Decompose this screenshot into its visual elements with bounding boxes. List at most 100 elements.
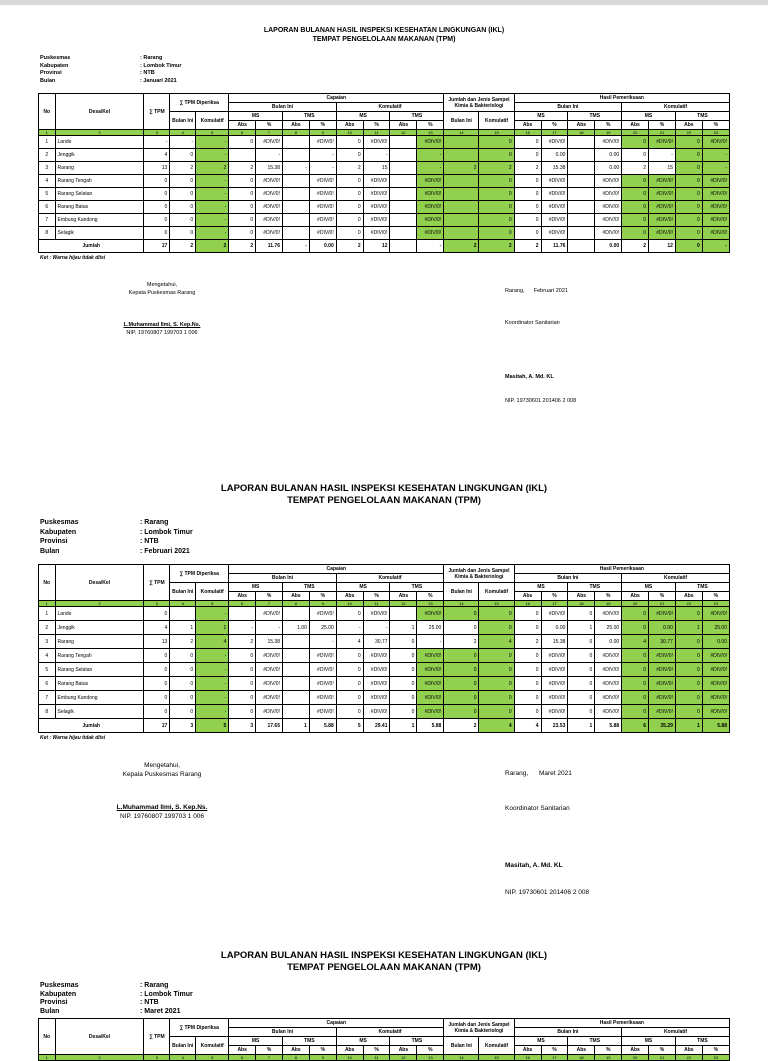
column-header: Hasil Pemeriksaan: [513, 1018, 731, 1028]
value-cell: 0.00: [308, 239, 337, 253]
column-index-cell: 5: [195, 1054, 230, 1061]
meta-value: : Rarang: [140, 519, 169, 526]
column-header: Abs: [567, 591, 596, 601]
value-cell: [389, 187, 418, 201]
column-header: Abs: [335, 591, 364, 601]
value-cell: -: [195, 662, 230, 677]
table-row: 1 Lando - - -0 #DIV/0! #DIV/0! 0 #DIV/0! #DIV/0! 0…: [38, 135, 731, 149]
column-header: Abs: [567, 120, 596, 130]
meta-row-bulan: Bulan: Maret 2021: [40, 1008, 768, 1017]
value-cell: [567, 226, 596, 240]
sign-left-line1: Mengetahui,: [146, 282, 178, 288]
column-index-row: 1 2 3 4 5 6 7 8 9 10 11 12 13 14 15 16 17 18 19 20 21 22 23: [38, 129, 731, 136]
value-cell: 0: [389, 704, 418, 719]
column-index-row: 1 2 3 4 5 6 7 8 9 10 11 12 13 14 15 16 17 18 19 20 21 22 23: [38, 600, 731, 607]
sign-right-role: Koordinator Sanitarian: [505, 320, 560, 326]
column-header: No: [38, 564, 56, 601]
signature-left: Mengetahui, Kepala Puskesmas Rarang L.Mu…: [92, 281, 232, 337]
total-row: Jumlah 17 2 2 2 11.76-0.00 2 12-2 2 2 11.76 0.00 2 12…: [37, 239, 731, 253]
value-cell: -: [195, 135, 230, 149]
report-maret: LAPORAN BULANAN HASIL INSPEKSI KESEHATAN…: [0, 950, 768, 1061]
value-cell: [567, 135, 596, 149]
value-cell: 0: [478, 648, 515, 663]
table-row: 4 Rarang Tengah 0 0-0 #DIV/0! #DIV/0! 0 #DIV/0!…: [38, 174, 731, 188]
column-header: Abs: [621, 120, 650, 130]
value-cell: 2: [478, 161, 515, 175]
desa-name-cell: Rarang Selatan: [54, 662, 145, 677]
value-cell: [389, 200, 418, 214]
value-cell: #DIV/0!: [540, 174, 569, 188]
value-cell: #DIV/0!: [416, 606, 445, 621]
value-cell: 0: [621, 676, 650, 691]
value-cell: #DIV/0!: [416, 213, 445, 227]
column-header: Komulatif: [478, 111, 515, 130]
value-cell: 0: [335, 226, 364, 240]
value-cell: #DIV/0!: [308, 174, 337, 188]
value-cell: 0: [621, 648, 650, 663]
value-cell: #DIV/0!: [701, 187, 731, 201]
value-cell: 0: [335, 648, 364, 663]
value-cell: 0: [478, 148, 515, 162]
value-cell: #DIV/0!: [308, 704, 337, 719]
value-cell: #DIV/0!: [648, 174, 676, 188]
value-cell: #DIV/0!: [701, 606, 731, 621]
meta-label: Kabupaten: [40, 990, 77, 998]
value-cell: 1.00: [281, 620, 310, 635]
desa-name-cell: Rarang Tengah: [54, 648, 145, 663]
value-cell: #DIV/0!: [701, 690, 731, 705]
table-row: 5 Rarang Selatan 0 0-0 #DIV/0! #DIV/0! 0 #DIV/0…: [38, 662, 731, 677]
table-note: Ket : Warna hijau tidak diisi: [40, 255, 106, 261]
value-cell: 0: [389, 690, 418, 705]
meta-label: Bulan: [40, 1007, 60, 1015]
value-cell: #DIV/0!: [362, 662, 391, 677]
value-cell: 15.38: [540, 161, 569, 175]
value-cell: #DIV/0!: [648, 606, 676, 621]
value-cell: -: [195, 200, 230, 214]
value-cell: 0: [513, 187, 542, 201]
column-header: %: [594, 120, 623, 130]
value-cell: 0: [143, 174, 171, 188]
value-cell: #DIV/0!: [540, 213, 569, 227]
report-title-line2: TEMPAT PENGELOLAAN MAKANAN (TPM): [287, 495, 481, 506]
value-cell: 0: [674, 226, 703, 240]
report-title: LAPORAN BULANAN HASIL INSPEKSI KESEHATAN…: [0, 950, 768, 974]
value-cell: #DIV/0!: [362, 648, 391, 663]
meta-value: : Januari 2021: [140, 77, 177, 84]
meta-label: Bulan: [40, 547, 60, 555]
value-cell: 0: [621, 148, 650, 162]
column-index-cell: 21: [648, 1054, 676, 1061]
value-cell: 0: [674, 662, 703, 677]
meta-label: Kabupaten: [40, 62, 69, 69]
value-cell: [281, 148, 310, 162]
value-cell: 2: [228, 634, 257, 649]
column-header: Abs: [513, 1045, 542, 1055]
value-cell: 2: [443, 239, 480, 253]
column-header: MS: [228, 582, 283, 592]
column-header: Bulan Ini: [169, 582, 197, 601]
value-cell: 0: [621, 200, 650, 214]
meta-value: : Lombok Timur: [140, 528, 193, 536]
column-header: Jumlah dan Jenis Sampel Kimia & Bakterio…: [443, 93, 515, 112]
value-cell: #DIV/0!: [308, 606, 337, 621]
value-cell: 0: [621, 620, 650, 635]
meta-label: Provinsi: [40, 999, 68, 1006]
value-cell: 0: [513, 226, 542, 240]
column-header: Abs: [567, 1045, 596, 1055]
value-cell: [443, 200, 480, 214]
value-cell: 7: [38, 213, 56, 227]
value-cell: #DIV/0!: [540, 704, 569, 719]
column-index-cell: 9: [308, 1054, 337, 1061]
column-header: No: [38, 93, 56, 130]
value-cell: 2: [513, 634, 542, 649]
table-row: 7 Embung Kandong 0 0-0 #DIV/0! #DIV/0! 0 #DIV/0…: [38, 213, 731, 227]
table-row: 1 Lando 0- #DIV/0! #DIV/0! 0 #DIV/0! #DIV/0! 0 0 0…: [38, 606, 731, 621]
value-cell: -: [308, 634, 337, 649]
value-cell: 0: [335, 213, 364, 227]
value-cell: 0: [674, 239, 703, 253]
value-cell: -: [362, 620, 391, 635]
value-cell: #DIV/0!: [362, 676, 391, 691]
value-cell: #DIV/0!: [594, 690, 623, 705]
value-cell: [228, 606, 257, 621]
column-header: Bulan Ini: [228, 573, 337, 583]
value-cell: 0.00: [648, 620, 676, 635]
